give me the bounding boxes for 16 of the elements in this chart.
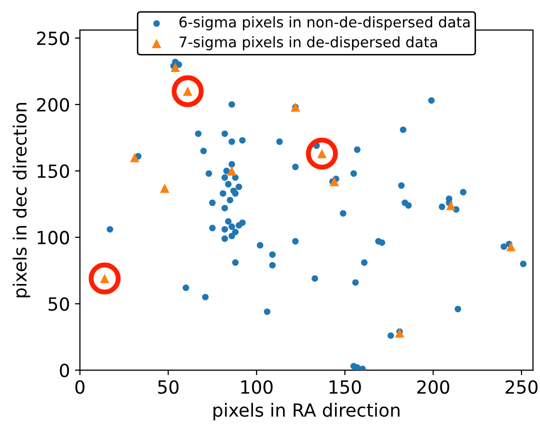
x-tick-label: 250 bbox=[506, 380, 538, 394]
x-tick-label: 50 bbox=[158, 380, 179, 394]
x-tick-label: 200 bbox=[417, 380, 450, 394]
y-axis-title: pixels in dec direction bbox=[12, 102, 30, 298]
y-tick-label: 150 bbox=[38, 164, 69, 178]
x-tick-label: 100 bbox=[241, 380, 273, 394]
x-tick-label: 150 bbox=[330, 380, 361, 394]
y-tick-label: 200 bbox=[37, 98, 69, 112]
x-axis-title: pixels in RA direction bbox=[214, 402, 400, 420]
y-tick-label: 50 bbox=[48, 297, 69, 311]
x-tick-label: 0 bbox=[75, 380, 84, 394]
y-tick-label: 100 bbox=[38, 230, 69, 244]
legend-label: 6-sigma pixels in non-de-dispersed data bbox=[179, 16, 470, 30]
y-tick-label: 0 bbox=[60, 364, 69, 378]
y-tick-label: 250 bbox=[37, 32, 69, 46]
legend-label: 7-sigma pixels in de-dispersed data bbox=[180, 36, 437, 50]
